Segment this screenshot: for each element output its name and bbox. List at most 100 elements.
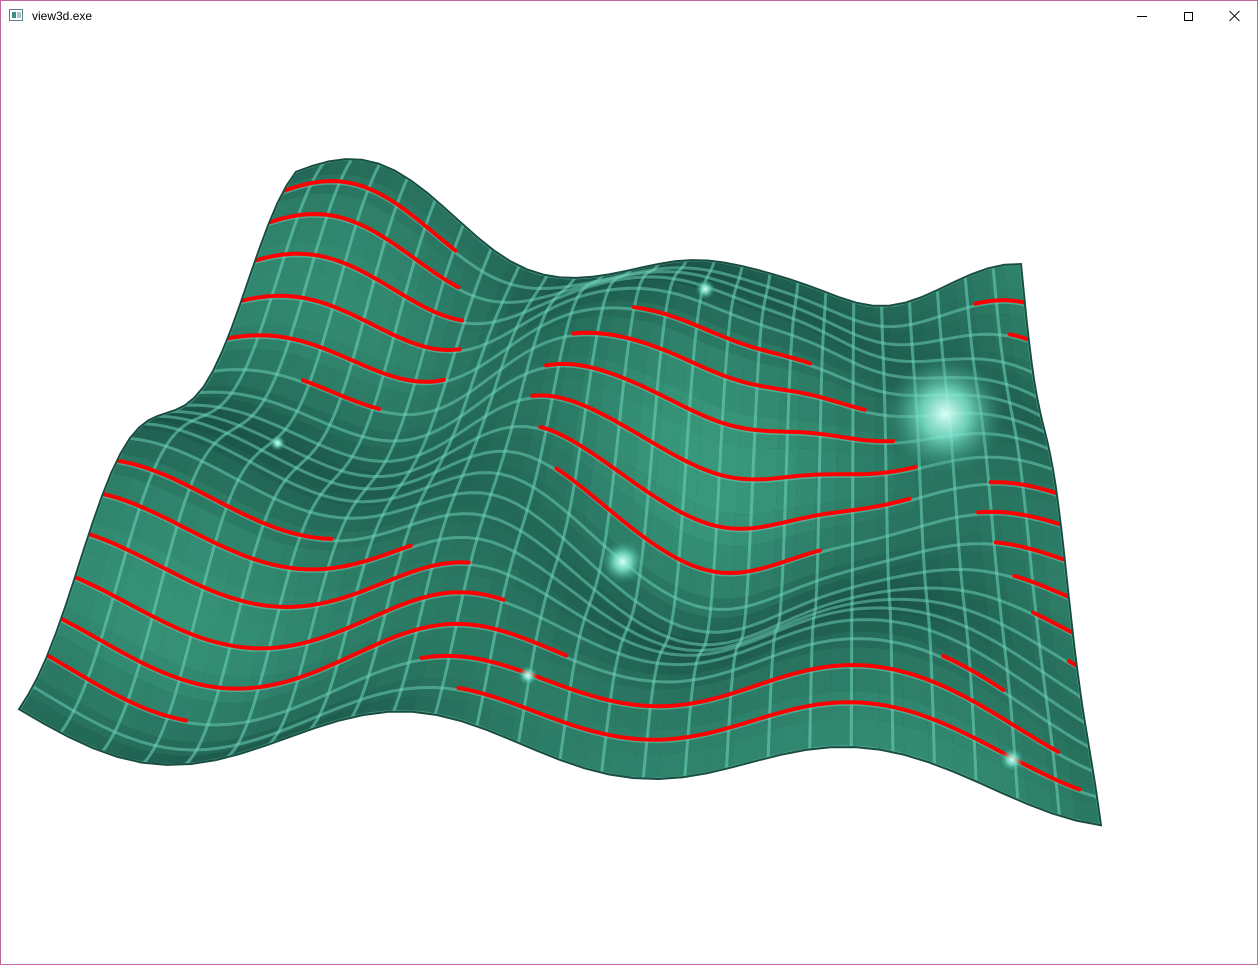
surface-patch (939, 553, 963, 571)
surface-patch (698, 433, 720, 477)
ridge-line (976, 509, 1063, 527)
ridge-line (266, 212, 461, 290)
application-window-icon[interactable] (9, 9, 23, 21)
surface-render[interactable] (1, 31, 1257, 964)
surface-patch (834, 543, 856, 568)
surface-patch (227, 554, 258, 590)
surface-patch (548, 335, 573, 358)
surface-patch (284, 683, 315, 712)
surface-patch (580, 291, 603, 306)
surface-patch (1040, 520, 1064, 550)
surface-patch (1054, 654, 1080, 688)
surface-patch (993, 457, 1016, 477)
surface-patch (925, 339, 944, 356)
surface-patch (814, 548, 836, 574)
ridge-line (456, 686, 1082, 792)
surface-patch (832, 619, 856, 634)
surface-patch (856, 325, 874, 341)
surface-patch (111, 601, 144, 645)
surface-edge (17, 158, 1103, 827)
surface-patch (1069, 759, 1096, 789)
surface-patch (1062, 708, 1088, 740)
surface-patch (814, 526, 836, 554)
surface-patch (620, 279, 643, 289)
surface-patch (631, 632, 656, 648)
surface-patch (1016, 676, 1042, 710)
surface-patch (205, 723, 237, 743)
surface-patch (755, 480, 777, 515)
surface-patch (427, 636, 456, 660)
surface-patch (1052, 634, 1077, 668)
surface-patch (808, 622, 833, 639)
surface-patch (695, 468, 718, 511)
surface-patch (1066, 742, 1093, 772)
surface-patch (739, 644, 764, 663)
ridge-line (973, 298, 1027, 306)
surface-patch (445, 446, 471, 468)
surface-patch (533, 598, 561, 626)
surface-patch (301, 463, 329, 479)
surface-patch (830, 718, 856, 748)
ridge-line (1012, 573, 1071, 599)
surface-patch (968, 634, 994, 662)
height-surface (17, 158, 1103, 827)
surface-patch (323, 434, 351, 454)
surface-patch (895, 469, 916, 494)
surface-patch (412, 523, 440, 548)
surface-patch (585, 494, 610, 536)
surface-patch (545, 558, 571, 588)
surface-patch (510, 586, 538, 615)
surface-patch (293, 470, 322, 487)
3d-viewport[interactable] (1, 31, 1257, 964)
title-bar[interactable]: view3d.exe (1, 1, 1257, 31)
surface-patch (633, 753, 661, 779)
close-button[interactable] (1211, 1, 1257, 31)
surface-patch (856, 363, 875, 383)
surface-patch (288, 355, 316, 384)
surface-patch (383, 475, 410, 489)
surface-patch (941, 319, 960, 340)
surface-patch (579, 624, 606, 648)
surface-patch (614, 704, 642, 730)
surface-patch (207, 467, 237, 497)
surface-patch (975, 313, 995, 335)
surface-patch (509, 502, 536, 530)
ridge-line (571, 330, 867, 412)
surface-patch (415, 444, 442, 466)
surface-patch (169, 417, 199, 429)
ridge-line (58, 616, 569, 691)
surface-patch (566, 690, 594, 721)
surface-patch (385, 496, 413, 515)
surface-patch (735, 480, 758, 515)
maximize-button[interactable] (1165, 1, 1211, 31)
surface-patch (344, 619, 373, 652)
minimize-button[interactable] (1119, 1, 1165, 31)
surface-patch (231, 299, 259, 329)
surface-patch (809, 615, 833, 628)
surface-patch (320, 193, 346, 219)
surface-patch (85, 684, 118, 719)
surface-patch (781, 721, 807, 755)
surface-patch (801, 327, 821, 347)
surface-patch (664, 353, 686, 392)
surface-patch (456, 521, 484, 539)
surface-patch (964, 597, 989, 618)
surface-patch (475, 280, 499, 302)
surface-patch (947, 636, 972, 664)
surface-patch (423, 495, 450, 515)
surface-patch (977, 493, 1000, 515)
surface-patch (658, 751, 685, 779)
surface-patch (639, 605, 664, 630)
surface-patch (421, 430, 448, 454)
surface-patch (815, 476, 836, 505)
surface-patch (294, 571, 324, 596)
surface-patch (460, 594, 488, 618)
surface-patch (396, 579, 425, 610)
surface-patch (999, 514, 1023, 538)
surface-patch (235, 618, 266, 651)
surface-patch (946, 624, 971, 648)
close-icon (1228, 10, 1240, 22)
ridge-line (544, 361, 896, 444)
surface-patch (556, 517, 582, 552)
surface-patch (715, 280, 736, 293)
